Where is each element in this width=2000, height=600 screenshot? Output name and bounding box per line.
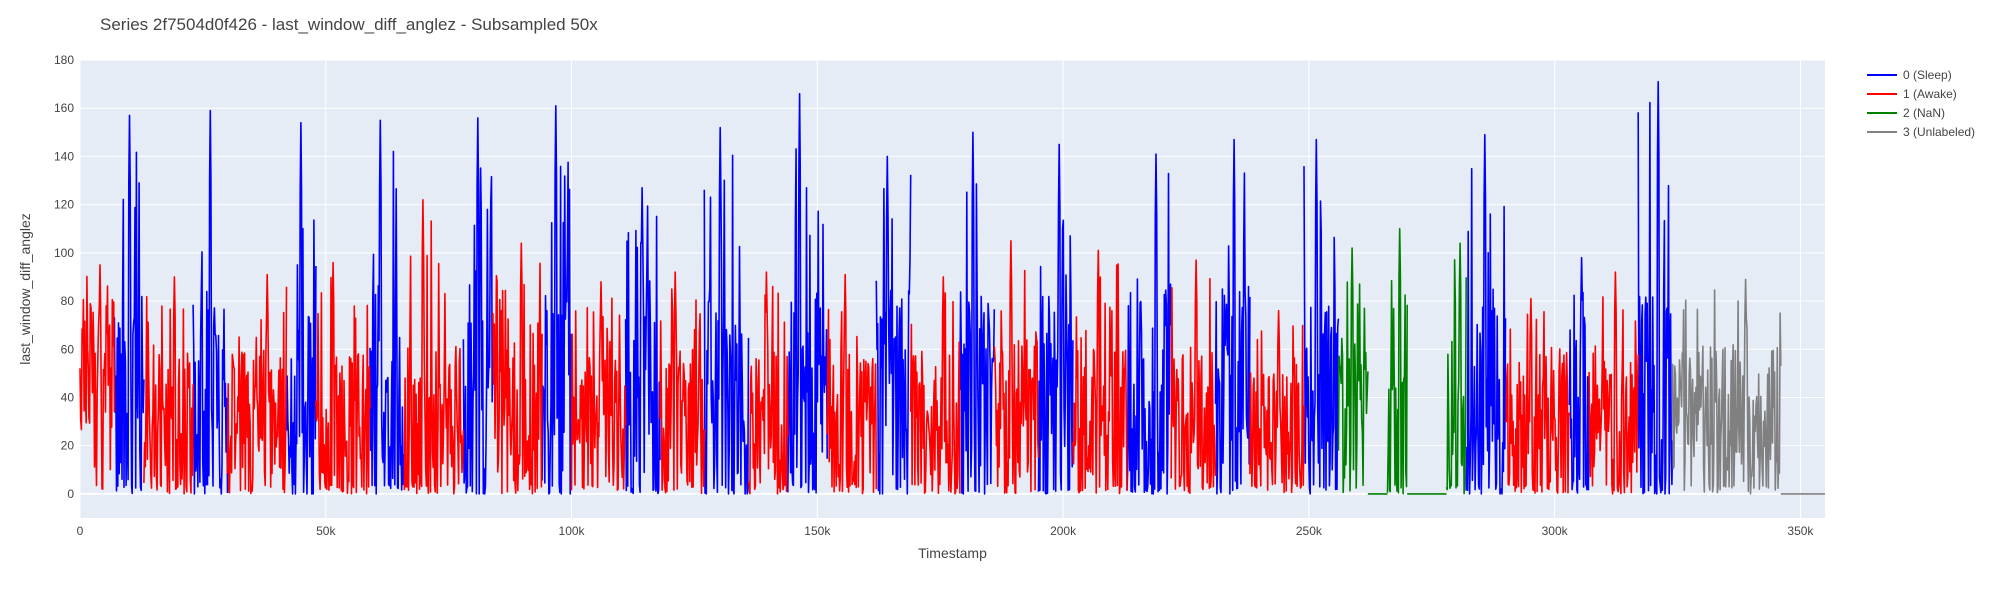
series-line-0-sleep: [285, 121, 317, 495]
x-tick-label: 150k: [804, 524, 831, 538]
series-line-3-unlabeled: [1671, 278, 1782, 495]
x-tick-label: 350k: [1787, 524, 1814, 538]
y-tick-label: 160: [54, 101, 74, 115]
y-axis-title: last_window_diff_anglez: [17, 213, 33, 365]
series-line-1-awake: [1588, 271, 1639, 495]
legend-label: 1 (Awake): [1903, 87, 1957, 101]
legend-item[interactable]: 3 (Unlabeled): [1867, 125, 1975, 139]
y-tick-label: 180: [54, 53, 74, 67]
series-line-1-awake: [1504, 297, 1571, 494]
series-line-0-sleep: [1037, 143, 1074, 495]
series-line-0-sleep: [703, 126, 750, 495]
series-line-0-sleep: [1303, 138, 1340, 495]
x-tick-label: 200k: [1050, 524, 1077, 538]
y-axis-ticks: 0 20 40 60 80 100 120 140 160 180: [54, 53, 74, 501]
legend[interactable]: 0 (Sleep) 1 (Awake) 2 (NaN) 3 (Unlabeled): [1867, 68, 1975, 139]
series-line-1-awake: [993, 240, 1040, 495]
series-line-1-awake: [909, 276, 961, 495]
x-tick-label: 300k: [1542, 524, 1569, 538]
series-line-1-awake: [143, 276, 194, 495]
series-line-1-awake: [1072, 249, 1128, 495]
legend-item[interactable]: 0 (Sleep): [1867, 68, 1952, 82]
series-line-1-awake: [403, 199, 465, 495]
series-line-0-sleep: [1568, 256, 1590, 494]
series-line-1-awake: [747, 271, 789, 495]
y-tick-label: 0: [67, 487, 74, 501]
legend-label: 2 (NaN): [1903, 106, 1945, 120]
x-tick-label: 50k: [316, 524, 336, 538]
series-line-0-sleep: [113, 114, 145, 495]
y-tick-label: 40: [61, 390, 75, 404]
series-line-1-awake: [226, 273, 288, 495]
y-tick-label: 140: [54, 149, 74, 163]
legend-label: 3 (Unlabeled): [1903, 125, 1975, 139]
y-tick-label: 60: [61, 342, 75, 356]
series-line-2-nan: [1386, 227, 1408, 495]
y-tick-label: 100: [54, 246, 74, 260]
series-line-1-awake: [315, 261, 371, 495]
series-line-0-sleep: [1126, 153, 1172, 495]
x-axis-title: Timestamp: [918, 545, 987, 561]
series-line-0-sleep: [959, 131, 996, 495]
series-line-1-awake: [1249, 309, 1305, 494]
x-axis-ticks: 0 50k 100k 150k 200k 250k 300k 350k: [77, 524, 1815, 538]
series-line-2-nan: [1445, 242, 1467, 495]
series-line-0-sleep: [624, 187, 661, 495]
legend-item[interactable]: 1 (Awake): [1867, 87, 1957, 101]
series-line-0-sleep: [369, 119, 406, 495]
legend-item[interactable]: 2 (NaN): [1867, 106, 1945, 120]
legend-label: 0 (Sleep): [1903, 68, 1952, 82]
series-line-1-awake: [492, 242, 543, 495]
series-line-1-awake: [79, 264, 116, 491]
series-line-0-sleep: [787, 92, 829, 494]
series-line-0-sleep: [1214, 138, 1251, 495]
series-line-0-sleep: [192, 109, 229, 495]
series-line-0-sleep: [875, 155, 912, 495]
series-line-2-nan: [1337, 247, 1369, 494]
series-line-0-sleep: [541, 105, 573, 495]
series-line-1-awake: [1170, 259, 1217, 495]
x-tick-label: 100k: [559, 524, 586, 538]
series-line-1-awake: [659, 271, 706, 495]
series-line-0-sleep: [1465, 133, 1507, 495]
y-tick-label: 120: [54, 198, 74, 212]
chart-title: Series 2f7504d0f426 - last_window_diff_a…: [100, 15, 598, 34]
y-tick-label: 20: [61, 439, 75, 453]
x-tick-label: 250k: [1296, 524, 1323, 538]
series-line-0-sleep: [1637, 80, 1674, 495]
series-lines: [79, 80, 1826, 495]
series-line-0-sleep: [462, 117, 494, 495]
x-tick-label: 0: [77, 524, 84, 538]
series-line-1-awake: [826, 273, 878, 495]
y-tick-label: 80: [61, 294, 75, 308]
series-line-1-awake: [570, 280, 627, 492]
